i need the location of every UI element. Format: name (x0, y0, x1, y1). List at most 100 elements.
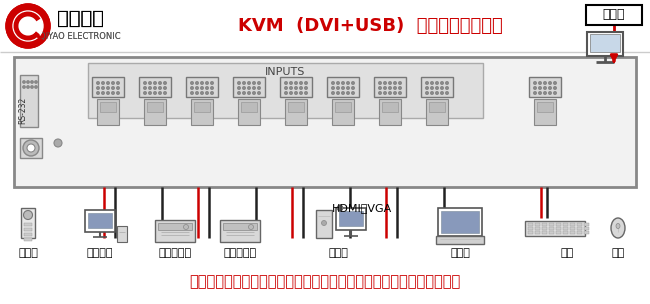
Circle shape (554, 92, 556, 94)
Text: KVM  (DVI+USB)  切换器系统连接图: KVM (DVI+USB) 切换器系统连接图 (238, 17, 502, 35)
Circle shape (300, 87, 302, 89)
Bar (336, 208, 366, 230)
Circle shape (248, 224, 254, 230)
Bar (542, 231, 547, 234)
Circle shape (534, 87, 536, 89)
Circle shape (201, 87, 203, 89)
Text: 键盘: 键盘 (560, 248, 573, 258)
Bar (429, 102, 445, 112)
Bar (88, 63, 483, 118)
Bar (374, 77, 406, 97)
Circle shape (294, 82, 297, 84)
Circle shape (144, 87, 146, 89)
Bar (529, 77, 561, 97)
Circle shape (539, 82, 541, 84)
Circle shape (6, 4, 50, 48)
Circle shape (300, 92, 302, 94)
Bar (587, 32, 623, 56)
Circle shape (294, 87, 297, 89)
Bar (24, 233, 32, 236)
Wedge shape (23, 13, 32, 26)
Circle shape (27, 86, 29, 88)
Text: 台式机: 台式机 (328, 248, 348, 258)
Text: 标配四种控制方式：前面板按钮，遥控器、软件、键盘（键盘组合键）: 标配四种控制方式：前面板按钮，遥控器、软件、键盘（键盘组合键） (189, 275, 461, 289)
Bar (549, 231, 554, 234)
Circle shape (384, 82, 386, 84)
Circle shape (342, 92, 345, 94)
Bar (233, 77, 265, 97)
Circle shape (431, 82, 434, 84)
Bar (577, 231, 582, 234)
Circle shape (534, 92, 536, 94)
Circle shape (337, 205, 343, 211)
Circle shape (431, 87, 434, 89)
Bar (241, 102, 257, 112)
Circle shape (201, 92, 203, 94)
Bar (525, 221, 585, 236)
Ellipse shape (611, 218, 625, 238)
Circle shape (253, 87, 255, 89)
Text: 遥控器: 遥控器 (18, 248, 38, 258)
Circle shape (446, 92, 448, 94)
Bar (327, 77, 359, 97)
Bar (238, 99, 260, 125)
Circle shape (196, 87, 198, 89)
Circle shape (149, 82, 151, 84)
Circle shape (159, 92, 161, 94)
Bar (117, 226, 127, 242)
Bar (421, 77, 453, 97)
Circle shape (211, 92, 213, 94)
Circle shape (394, 87, 396, 89)
Circle shape (238, 87, 240, 89)
Bar (194, 102, 210, 112)
Circle shape (153, 92, 156, 94)
Bar (92, 77, 124, 97)
Bar (139, 77, 171, 97)
Circle shape (31, 81, 33, 83)
Circle shape (164, 82, 166, 84)
Bar (280, 77, 312, 97)
Circle shape (332, 87, 334, 89)
Text: 鼠标: 鼠标 (612, 248, 625, 258)
Circle shape (117, 82, 120, 84)
Circle shape (242, 92, 245, 94)
Circle shape (6, 4, 50, 48)
Circle shape (23, 81, 25, 83)
Circle shape (117, 87, 120, 89)
Circle shape (112, 92, 114, 94)
Bar (24, 238, 32, 241)
Circle shape (101, 82, 104, 84)
Circle shape (441, 92, 443, 94)
Bar (563, 227, 568, 230)
Circle shape (543, 87, 546, 89)
Circle shape (190, 87, 193, 89)
Circle shape (201, 82, 203, 84)
Bar (155, 220, 195, 242)
Bar (528, 223, 533, 226)
Circle shape (332, 92, 334, 94)
Bar (584, 231, 589, 234)
Text: HDMI转VGA: HDMI转VGA (332, 203, 392, 213)
Bar (584, 227, 589, 230)
Bar (438, 208, 482, 236)
Bar (191, 99, 213, 125)
Bar (534, 99, 556, 125)
Circle shape (431, 92, 434, 94)
Circle shape (346, 82, 349, 84)
Bar (186, 77, 218, 97)
Bar (528, 227, 533, 230)
Circle shape (242, 82, 245, 84)
Bar (586, 5, 642, 25)
Circle shape (398, 82, 401, 84)
Bar (97, 99, 119, 125)
Circle shape (394, 92, 396, 94)
Circle shape (107, 82, 109, 84)
Text: 硬盘录像机: 硬盘录像机 (159, 248, 192, 258)
Circle shape (294, 92, 297, 94)
Text: 控制电脑: 控制电脑 (86, 248, 113, 258)
Circle shape (144, 92, 146, 94)
Circle shape (248, 82, 250, 84)
Bar (535, 227, 540, 230)
Circle shape (426, 82, 428, 84)
Circle shape (253, 82, 255, 84)
